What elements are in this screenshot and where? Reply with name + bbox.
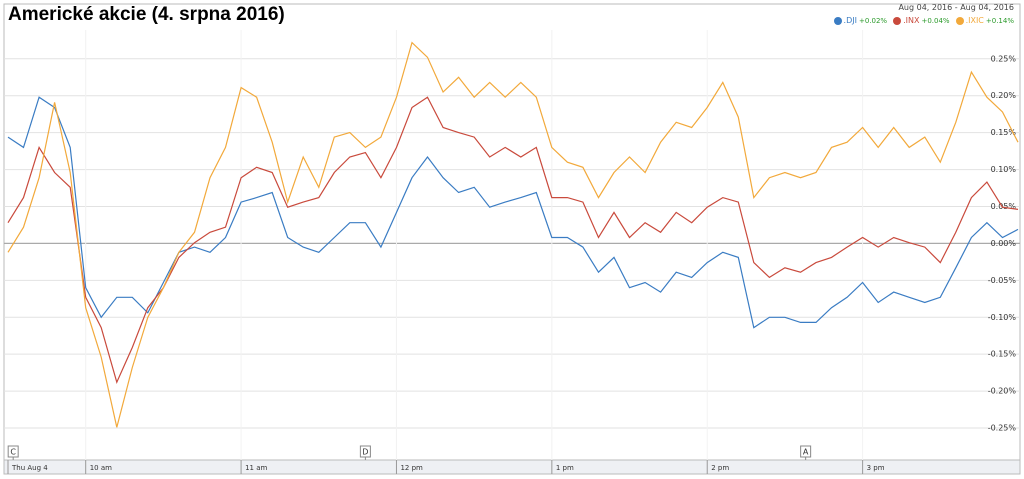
legend-entry: .INX +0.04% bbox=[893, 16, 950, 25]
date-range: Aug 04, 2016 - Aug 04, 2016 bbox=[898, 3, 1014, 12]
x-tick-label: 10 am bbox=[90, 464, 112, 472]
legend-label: .IXIC bbox=[965, 16, 984, 25]
flag-label: A bbox=[803, 448, 809, 457]
legend-label: .INX bbox=[903, 16, 920, 25]
legend-entry: .IXIC +0.14% bbox=[955, 16, 1014, 25]
legend-entry: .DJI +0.02% bbox=[833, 16, 888, 25]
y-tick-label: 0.20% bbox=[991, 91, 1017, 100]
legend-swatch bbox=[833, 16, 842, 25]
y-tick-label: 0.10% bbox=[991, 165, 1017, 174]
flag-label: C bbox=[10, 448, 16, 457]
legend-change: +0.04% bbox=[921, 16, 950, 25]
y-tick-label: -0.05% bbox=[988, 276, 1017, 285]
x-tick-label: 3 pm bbox=[867, 464, 885, 472]
legend-swatch bbox=[955, 16, 964, 25]
x-tick-label: Thu Aug 4 bbox=[11, 464, 48, 472]
flag-label: D bbox=[362, 448, 368, 457]
y-tick-label: -0.10% bbox=[988, 313, 1017, 322]
x-tick-label: 11 am bbox=[245, 464, 267, 472]
flag-box bbox=[7, 445, 19, 458]
x-tick-label: 12 pm bbox=[400, 464, 423, 472]
series-line bbox=[7, 41, 1019, 428]
y-tick-label: -0.15% bbox=[988, 350, 1017, 359]
legend-label: .DJI bbox=[843, 16, 857, 25]
y-tick-label: 0.15% bbox=[991, 128, 1017, 137]
y-tick-label: -0.25% bbox=[988, 424, 1017, 433]
y-tick-label: -0.20% bbox=[988, 387, 1017, 396]
legend-change: +0.14% bbox=[985, 16, 1014, 25]
x-axis-bar bbox=[3, 459, 1021, 475]
x-tick-label: 2 pm bbox=[711, 464, 729, 472]
chart-title: Americké akcie (4. srpna 2016) bbox=[8, 4, 285, 25]
y-tick-label: 0.25% bbox=[991, 54, 1017, 63]
y-tick-label: 0.00% bbox=[991, 239, 1017, 248]
legend: .DJI +0.02% .INX +0.04% .IXIC +0.14% bbox=[833, 16, 1014, 25]
y-tick-label: 0.05% bbox=[991, 202, 1017, 211]
legend-change: +0.02% bbox=[858, 16, 888, 25]
flag-box bbox=[359, 445, 371, 458]
legend-swatch bbox=[893, 16, 902, 25]
flag-box bbox=[800, 445, 812, 458]
series-line bbox=[7, 96, 1019, 384]
x-tick-label: 1 pm bbox=[556, 464, 574, 472]
frame bbox=[3, 3, 1021, 475]
